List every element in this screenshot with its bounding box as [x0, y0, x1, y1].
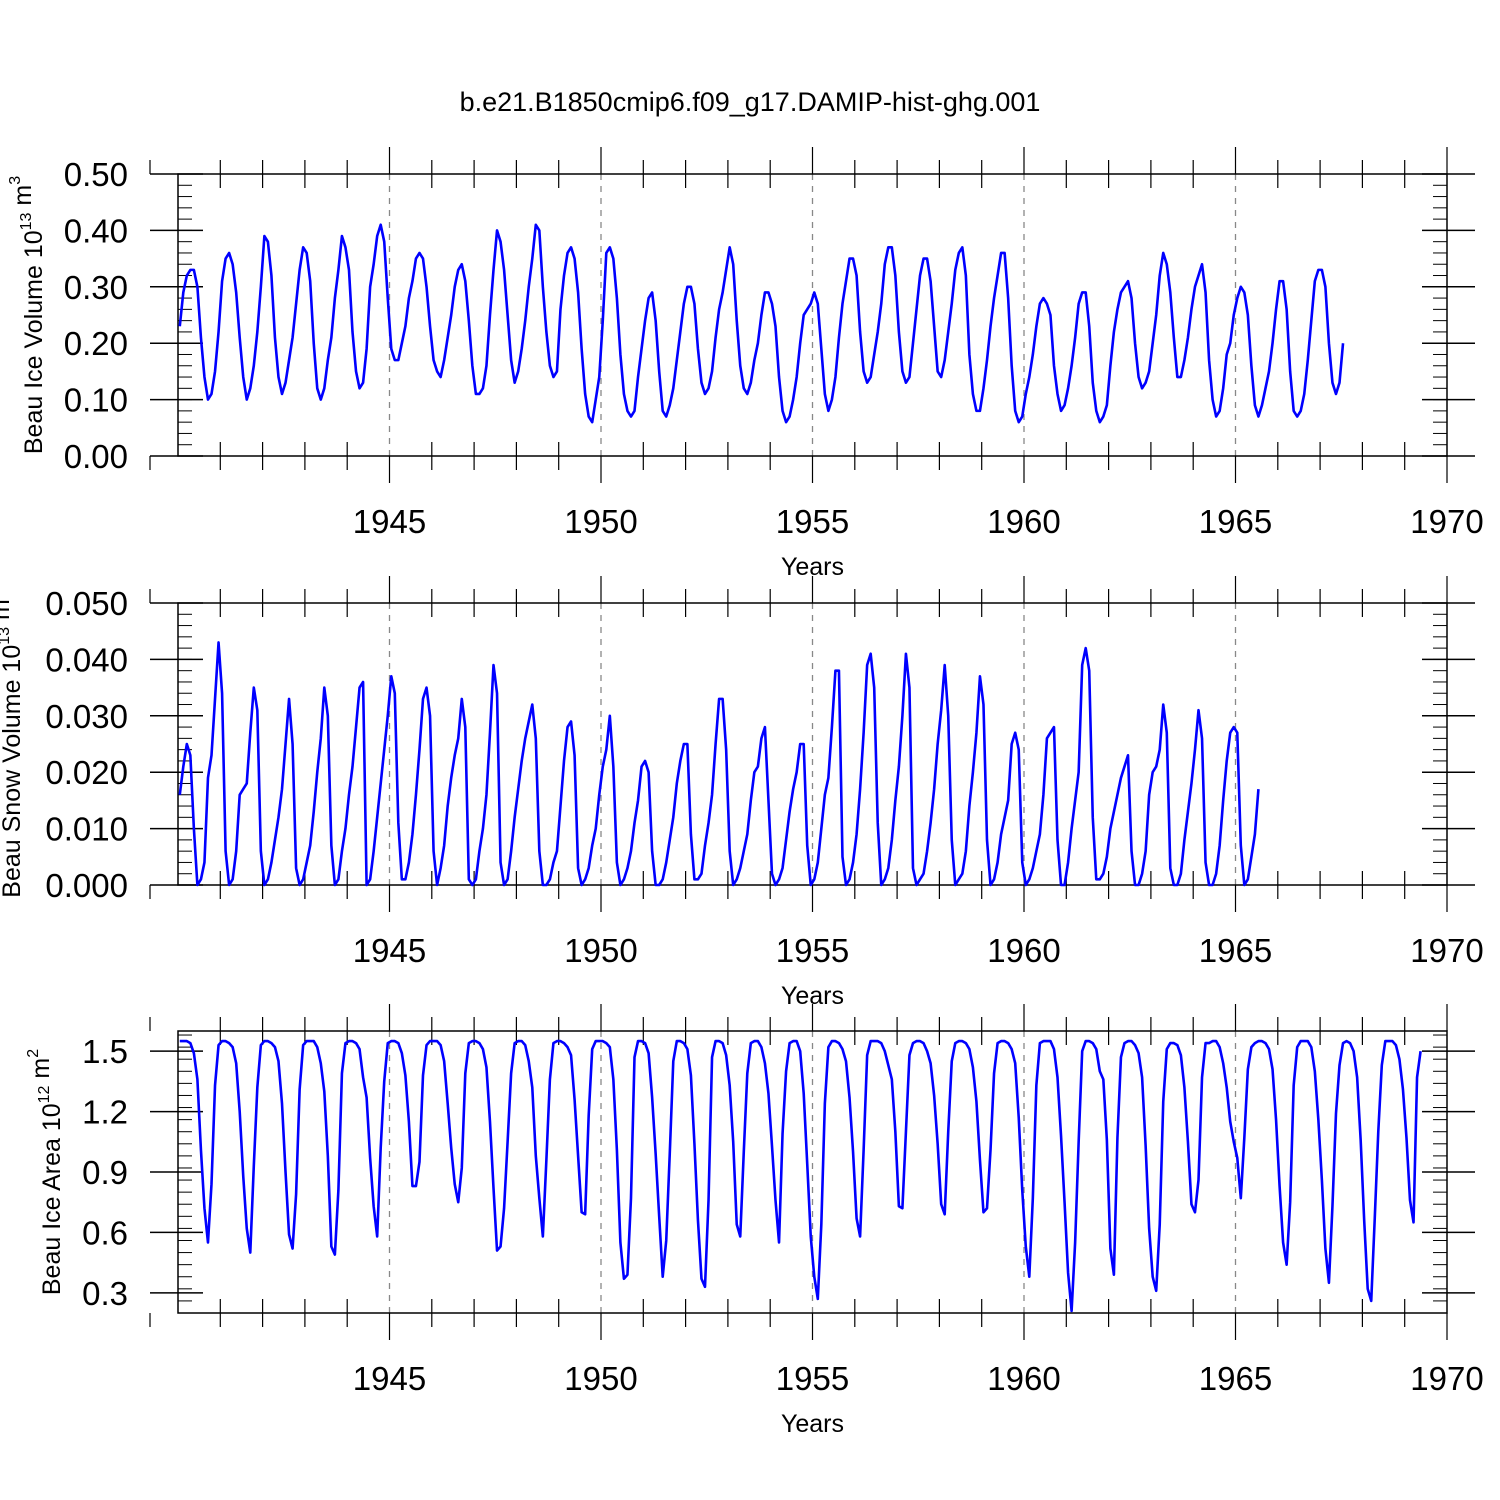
series-line-ice-area [179, 1039, 1422, 1313]
y-tick-label: 0.6 [82, 1214, 128, 1251]
x-tick-label: 1960 [987, 1360, 1060, 1397]
y-tick-label: 0.10 [64, 382, 128, 419]
x-tick-label: 1950 [564, 932, 637, 969]
x-tick-label: 1955 [776, 1360, 849, 1397]
x-tick-label: 1955 [776, 503, 849, 540]
y-tick-label: 1.5 [82, 1033, 128, 1070]
y-tick-label: 0.00 [64, 438, 128, 475]
plot-frame [177, 602, 1448, 886]
y-tick-label: 0.010 [45, 811, 128, 848]
y-tick-label: 0.50 [64, 156, 128, 193]
y-tick-label: 0.050 [45, 585, 128, 622]
y-tick-label: 1.2 [82, 1094, 128, 1131]
panel-ice-volume: 0.00 0.10 0.20 0.30 0.40 0.50 1945 1950 1955 1960… [7, 147, 1484, 581]
panel-ice-area: 0.3 0.6 0.9 1.2 1.5 1945 1950 1955 1960 1965 1970 Y… [25, 1004, 1484, 1438]
x-tick-label: 1950 [564, 503, 637, 540]
x-tick-label: 1955 [776, 932, 849, 969]
x-tick-label: 1965 [1199, 503, 1272, 540]
y-tick-label: 0.30 [64, 269, 128, 306]
figure-title: b.e21.B1850cmip6.f09_g17.DAMIP-hist-ghg.… [460, 87, 1041, 117]
y-tick-label: 0.3 [82, 1275, 128, 1312]
x-tick-label: 1945 [353, 1360, 426, 1397]
x-tick-label: 1945 [353, 932, 426, 969]
x-axis-label: Years [781, 1410, 844, 1438]
y-tick-label: 0.040 [45, 641, 128, 678]
y-axis-label: Beau Ice Volume 1013 m3 [7, 176, 48, 454]
x-tick-label: 1945 [353, 503, 426, 540]
y-tick-label: 0.9 [82, 1154, 128, 1191]
y-tick-label: 0.40 [64, 212, 128, 249]
y-tick-label: 0.000 [45, 867, 128, 904]
x-tick-label: 1965 [1199, 932, 1272, 969]
x-tick-label: 1970 [1410, 932, 1483, 969]
y-tick-label: 0.030 [45, 698, 128, 735]
panel-snow-volume: 0.000 0.010 0.020 0.030 0.040 0.050 1945 1950 19… [0, 576, 1484, 1010]
y-axis-label: Beau Snow Volume 1013 m3 [0, 590, 26, 898]
series-line-snow-volume [178, 641, 1260, 887]
x-tick-label: 1965 [1199, 1360, 1272, 1397]
y-axis-label: Beau Ice Area 1012 m2 [25, 1049, 66, 1295]
y-tick-label: 0.020 [45, 754, 128, 791]
x-tick-label: 1960 [987, 932, 1060, 969]
x-tick-label: 1970 [1410, 1360, 1483, 1397]
x-tick-label: 1950 [564, 1360, 637, 1397]
series-line-ice-volume [178, 223, 1345, 424]
x-tick-label: 1970 [1410, 503, 1483, 540]
x-tick-label: 1960 [987, 503, 1060, 540]
y-tick-label: 0.20 [64, 325, 128, 362]
